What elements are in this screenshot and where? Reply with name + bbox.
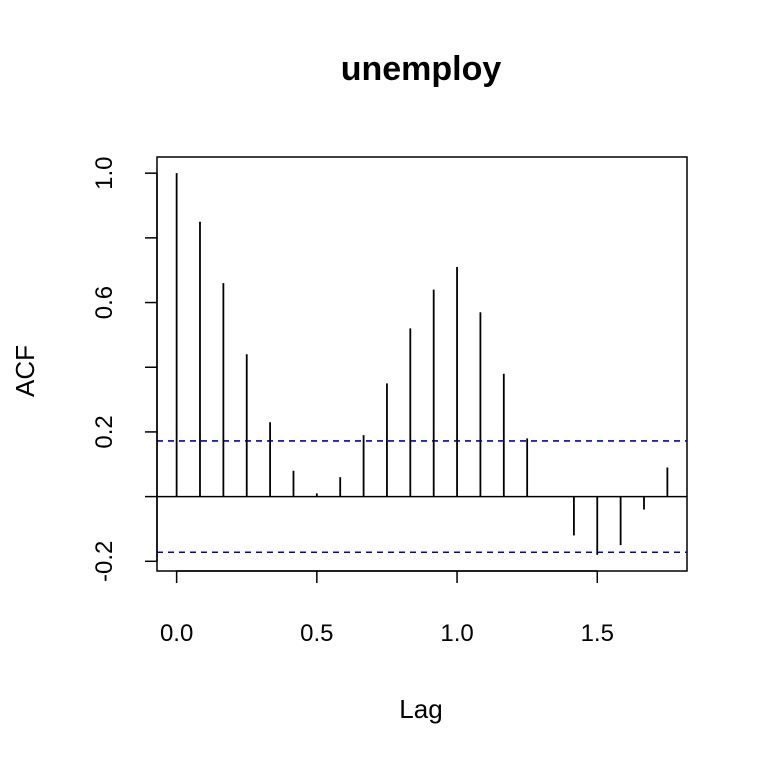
x-axis: 0.0 0.5 1.0 1.5 — [160, 570, 614, 647]
y-axis: -0.2 0.2 0.6 1.0 — [91, 156, 158, 582]
x-tick-label: 0.5 — [300, 620, 333, 647]
x-tick-label: 0.0 — [160, 620, 193, 647]
y-tick-label: 0.2 — [91, 415, 118, 448]
y-tick-label: 1.0 — [91, 156, 118, 189]
y-tick-label: 0.6 — [91, 286, 118, 319]
acf-bars — [175, 173, 669, 555]
x-tick-label: 1.0 — [440, 620, 473, 647]
y-axis-label: ACF — [10, 345, 40, 397]
x-axis-label: Lag — [399, 694, 442, 724]
chart-title: unemploy — [341, 50, 502, 88]
x-tick-label: 1.5 — [581, 620, 614, 647]
plot-frame — [156, 156, 688, 572]
confidence-bounds — [157, 440, 687, 554]
y-tick-label: -0.2 — [91, 541, 118, 582]
